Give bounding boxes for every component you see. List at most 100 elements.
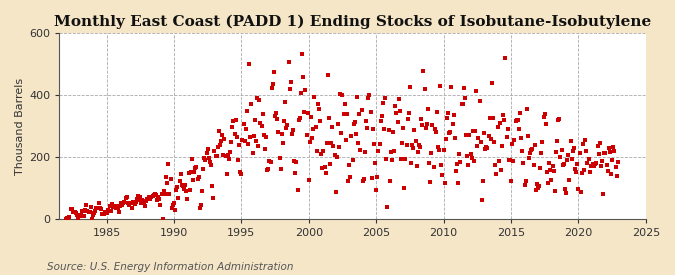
Point — [304, 140, 315, 145]
Point — [568, 145, 579, 150]
Point — [510, 119, 521, 123]
Point — [344, 163, 354, 167]
Point — [110, 206, 121, 210]
Point — [477, 198, 487, 202]
Point — [85, 204, 96, 209]
Point — [221, 172, 232, 176]
Point — [233, 158, 244, 162]
Point — [451, 169, 462, 173]
Point — [299, 110, 310, 114]
Point — [549, 189, 560, 193]
Point — [148, 193, 159, 198]
Point — [452, 162, 462, 167]
Point — [68, 210, 78, 214]
Point — [464, 133, 475, 138]
Point — [593, 151, 604, 156]
Point — [562, 157, 572, 162]
Point — [565, 139, 576, 143]
Point — [99, 211, 109, 216]
Point — [603, 146, 614, 150]
Point — [380, 95, 391, 100]
Point — [213, 145, 223, 150]
Point — [466, 155, 477, 160]
Point — [587, 164, 597, 168]
Point — [605, 150, 616, 154]
Point — [512, 118, 523, 122]
Point — [609, 149, 620, 154]
Point — [183, 171, 194, 175]
Point — [115, 201, 126, 206]
Point — [129, 202, 140, 206]
Point — [555, 155, 566, 159]
Point — [458, 86, 469, 91]
Point — [346, 134, 357, 139]
Point — [501, 134, 512, 139]
Point — [431, 109, 442, 114]
Point — [410, 139, 421, 144]
Point — [571, 170, 582, 174]
Point — [347, 158, 358, 163]
Point — [508, 159, 518, 163]
Point — [599, 150, 610, 155]
Point — [582, 161, 593, 165]
Point — [404, 111, 414, 116]
Point — [66, 207, 77, 211]
Point — [354, 111, 364, 116]
Point — [551, 150, 562, 155]
Point — [377, 101, 388, 106]
Point — [157, 217, 168, 221]
Point — [228, 119, 239, 123]
Point — [350, 120, 360, 124]
Point — [514, 111, 525, 115]
Point — [117, 203, 128, 207]
Point — [414, 145, 425, 150]
Point — [139, 204, 150, 208]
Point — [400, 156, 411, 161]
Point — [605, 172, 616, 176]
Point — [216, 139, 227, 143]
Point — [153, 195, 163, 199]
Point — [352, 95, 362, 100]
Point — [535, 166, 545, 171]
Point — [528, 163, 539, 167]
Point — [375, 119, 386, 123]
Point — [93, 201, 104, 205]
Point — [323, 73, 333, 77]
Point — [242, 109, 252, 113]
Point — [575, 189, 586, 194]
Point — [329, 153, 340, 157]
Point — [165, 177, 176, 181]
Point — [152, 198, 163, 202]
Point — [166, 206, 177, 210]
Point — [293, 118, 304, 122]
Point — [109, 204, 119, 208]
Point — [174, 179, 185, 183]
Point — [142, 197, 153, 201]
Point — [63, 217, 74, 221]
Point — [236, 172, 247, 177]
Point — [182, 197, 193, 201]
Point — [134, 197, 144, 202]
Point — [124, 203, 134, 208]
Point — [608, 145, 619, 149]
Point — [105, 208, 116, 213]
Point — [546, 177, 557, 182]
Point — [254, 97, 265, 102]
Point — [537, 139, 548, 144]
Point — [138, 201, 149, 206]
Point — [325, 162, 335, 167]
Point — [265, 160, 276, 164]
Point — [279, 119, 290, 123]
Point — [283, 60, 294, 65]
Point — [326, 141, 337, 145]
Point — [364, 93, 375, 97]
Point — [300, 88, 310, 92]
Point — [267, 82, 278, 87]
Point — [356, 108, 367, 112]
Point — [252, 96, 263, 100]
Point — [371, 188, 381, 192]
Point — [319, 165, 330, 169]
Point — [108, 205, 119, 209]
Point — [101, 211, 112, 216]
Point — [288, 128, 298, 133]
